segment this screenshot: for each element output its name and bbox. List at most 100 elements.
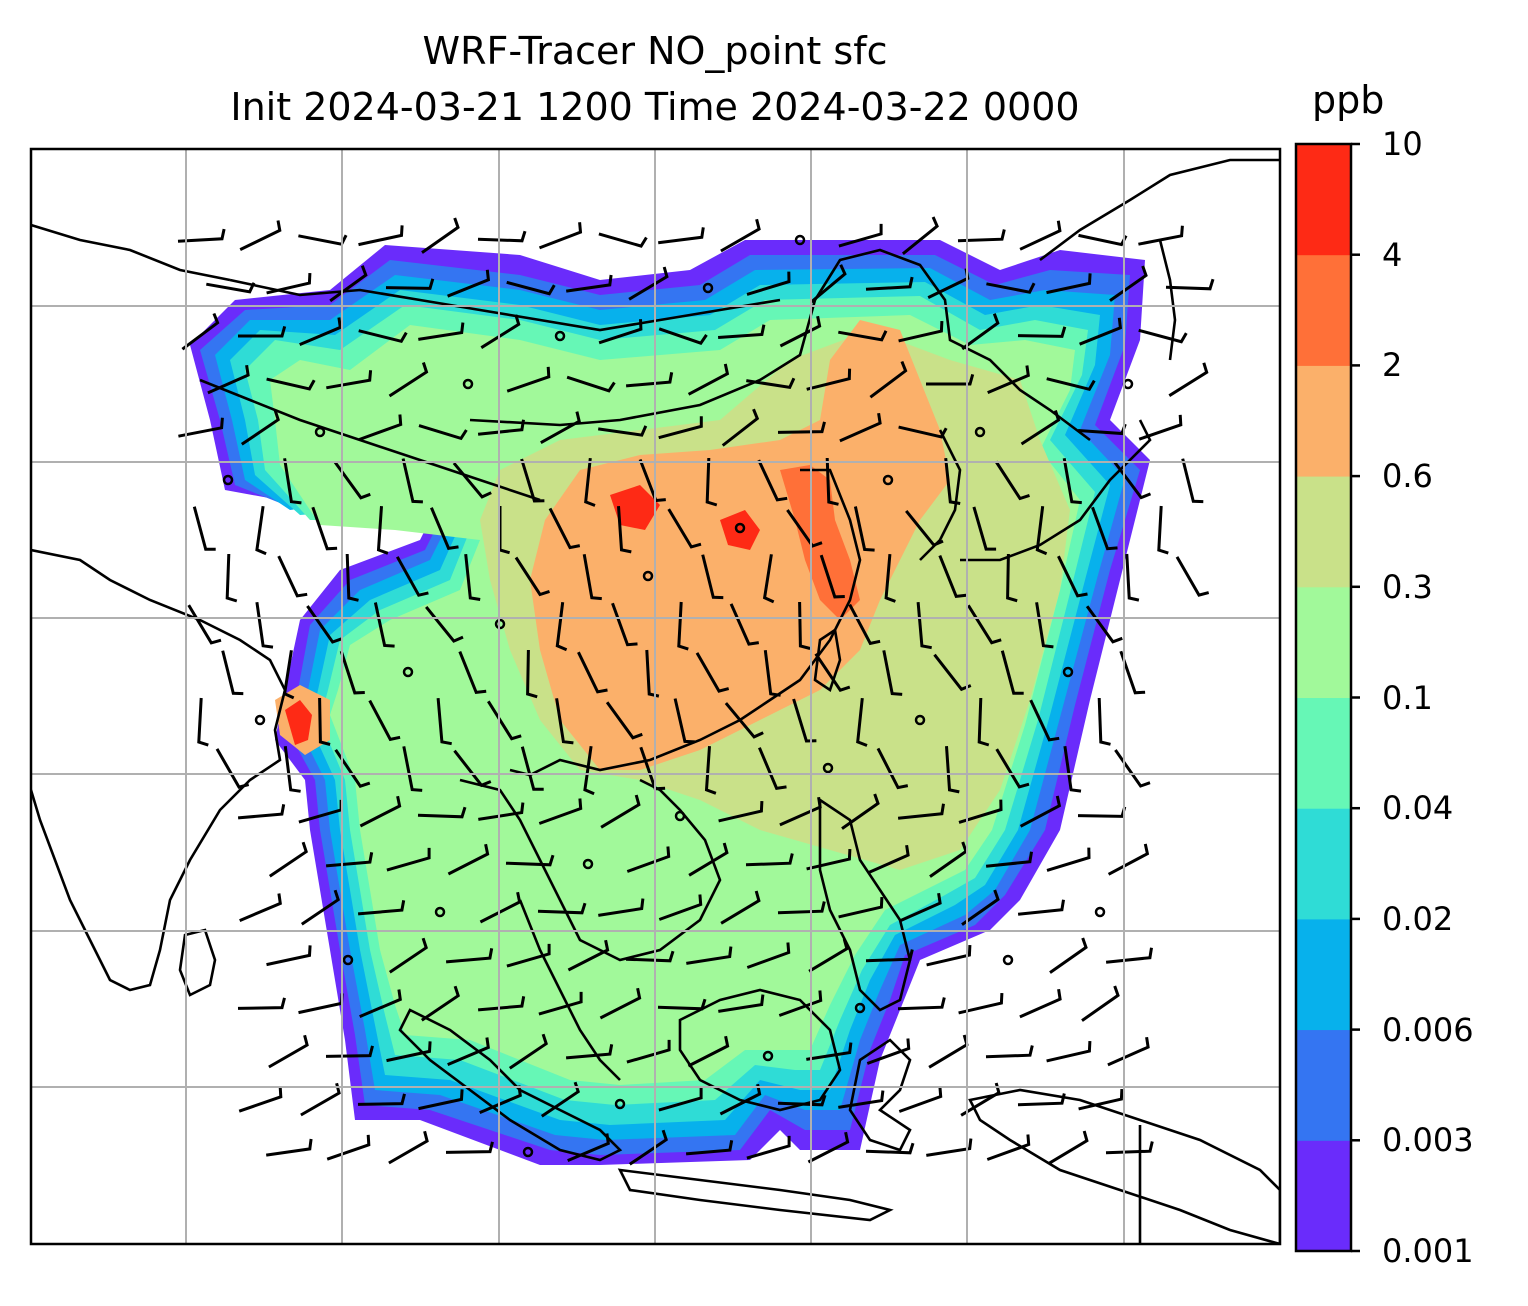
colorbar-tick-label: 10	[1382, 125, 1423, 163]
wind-barb	[420, 985, 460, 1022]
wind-barb	[792, 698, 817, 743]
calm-wind-marker	[222, 474, 234, 486]
wind-barb	[838, 223, 883, 248]
wind-barb	[520, 458, 545, 503]
wind-barb	[786, 509, 823, 548]
colorbar-swatch	[1296, 918, 1351, 1031]
wind-barb	[898, 321, 944, 343]
wind-barb	[957, 229, 1006, 243]
colorbar-tick-label: 0.001	[1382, 1232, 1474, 1270]
wind-barb	[1105, 1141, 1154, 1155]
colorbar-swatch	[1296, 586, 1351, 698]
calm-wind-marker	[882, 474, 894, 486]
wind-barb	[566, 375, 616, 393]
wind-barb	[777, 1094, 827, 1107]
map-plot-area	[31, 149, 1280, 1244]
wind-barb	[505, 854, 555, 867]
coastline-japan	[960, 419, 1152, 562]
wind-barb	[901, 216, 939, 255]
wind-barb	[567, 1133, 610, 1162]
wind-barb	[506, 280, 556, 296]
colorbar-swatch	[1296, 144, 1351, 256]
wind-barb	[239, 220, 282, 251]
wind-barb	[1125, 553, 1140, 602]
wind-barb	[334, 748, 371, 788]
colorbar-tick-label: 0.04	[1382, 789, 1454, 828]
wind-barb	[178, 417, 224, 438]
wind-barb	[1035, 506, 1048, 556]
wind-barb	[555, 698, 574, 745]
wind-barb	[746, 377, 796, 390]
wind-barb	[1097, 697, 1111, 746]
wind-barb	[477, 230, 527, 243]
wind-barb	[994, 460, 1030, 501]
calm-wind-marker	[402, 666, 414, 678]
wind-barb	[395, 556, 429, 597]
wind-barb	[839, 412, 882, 443]
wind-barb	[628, 1129, 668, 1166]
wind-barbs	[177, 216, 1215, 1166]
wind-barb	[418, 1089, 464, 1111]
calm-wind-marker	[1062, 666, 1074, 678]
wind-barb	[538, 798, 583, 825]
wind-barb	[1019, 988, 1062, 1019]
wind-barb	[268, 841, 308, 878]
wind-barb	[985, 1045, 1034, 1059]
wind-barb	[961, 313, 1000, 351]
wind-barb	[206, 282, 256, 294]
wind-barb	[1048, 1130, 1089, 1165]
wind-barb	[628, 266, 669, 301]
wind-barb	[945, 745, 960, 794]
wind-barb	[718, 994, 765, 1013]
wind-barb	[1046, 377, 1096, 392]
wind-barb	[1017, 326, 1067, 338]
wind-barb	[359, 795, 402, 828]
wind-barb	[540, 411, 581, 445]
wind-barb	[464, 553, 481, 601]
wind-barb	[388, 937, 428, 974]
wind-barb	[1157, 505, 1169, 555]
wind-barb	[677, 601, 689, 651]
wind-barb	[977, 697, 990, 747]
wind-barb	[658, 327, 708, 345]
wind-barb	[944, 457, 961, 505]
wind-barb	[215, 748, 250, 789]
wind-barb	[720, 890, 761, 925]
wind-barb	[418, 424, 468, 441]
wind-barb	[197, 697, 209, 747]
colorbar-swatch	[1296, 808, 1351, 920]
coastline-north-china	[469, 248, 1091, 442]
calm-wind-marker	[582, 858, 594, 870]
wind-barb	[807, 1131, 850, 1164]
wind-barb	[916, 601, 932, 650]
wind-barb	[357, 1093, 406, 1106]
wind-barb	[318, 697, 331, 746]
wind-barb	[237, 804, 286, 820]
wind-barb	[777, 421, 826, 434]
wind-barb	[869, 360, 908, 399]
wind-barb	[1138, 225, 1184, 246]
map-frame	[29, 147, 1282, 1246]
colorbar-tick-label: 0.3	[1382, 567, 1433, 606]
wind-barb	[745, 853, 794, 867]
wind-barb	[1035, 602, 1054, 649]
wind-barb	[926, 945, 972, 967]
wind-barb	[1091, 506, 1118, 551]
wind-barb	[806, 849, 852, 871]
wind-barb	[1029, 699, 1060, 742]
wind-barb	[657, 998, 707, 1011]
wind-barb	[626, 1039, 671, 1064]
wind-barb	[841, 793, 880, 830]
wind-barb	[1019, 795, 1062, 828]
wind-barb	[480, 314, 521, 349]
wind-barb	[1107, 843, 1150, 876]
wind-barb	[526, 649, 538, 699]
wind-barb	[898, 1086, 943, 1113]
wind-barb	[986, 282, 1036, 294]
wind-barb	[866, 1038, 911, 1065]
wind-barb	[447, 1037, 490, 1066]
wind-barb	[1168, 362, 1209, 397]
wind-barb	[479, 1085, 522, 1114]
calm-wind-marker	[1094, 906, 1106, 918]
wind-barb	[757, 459, 788, 502]
